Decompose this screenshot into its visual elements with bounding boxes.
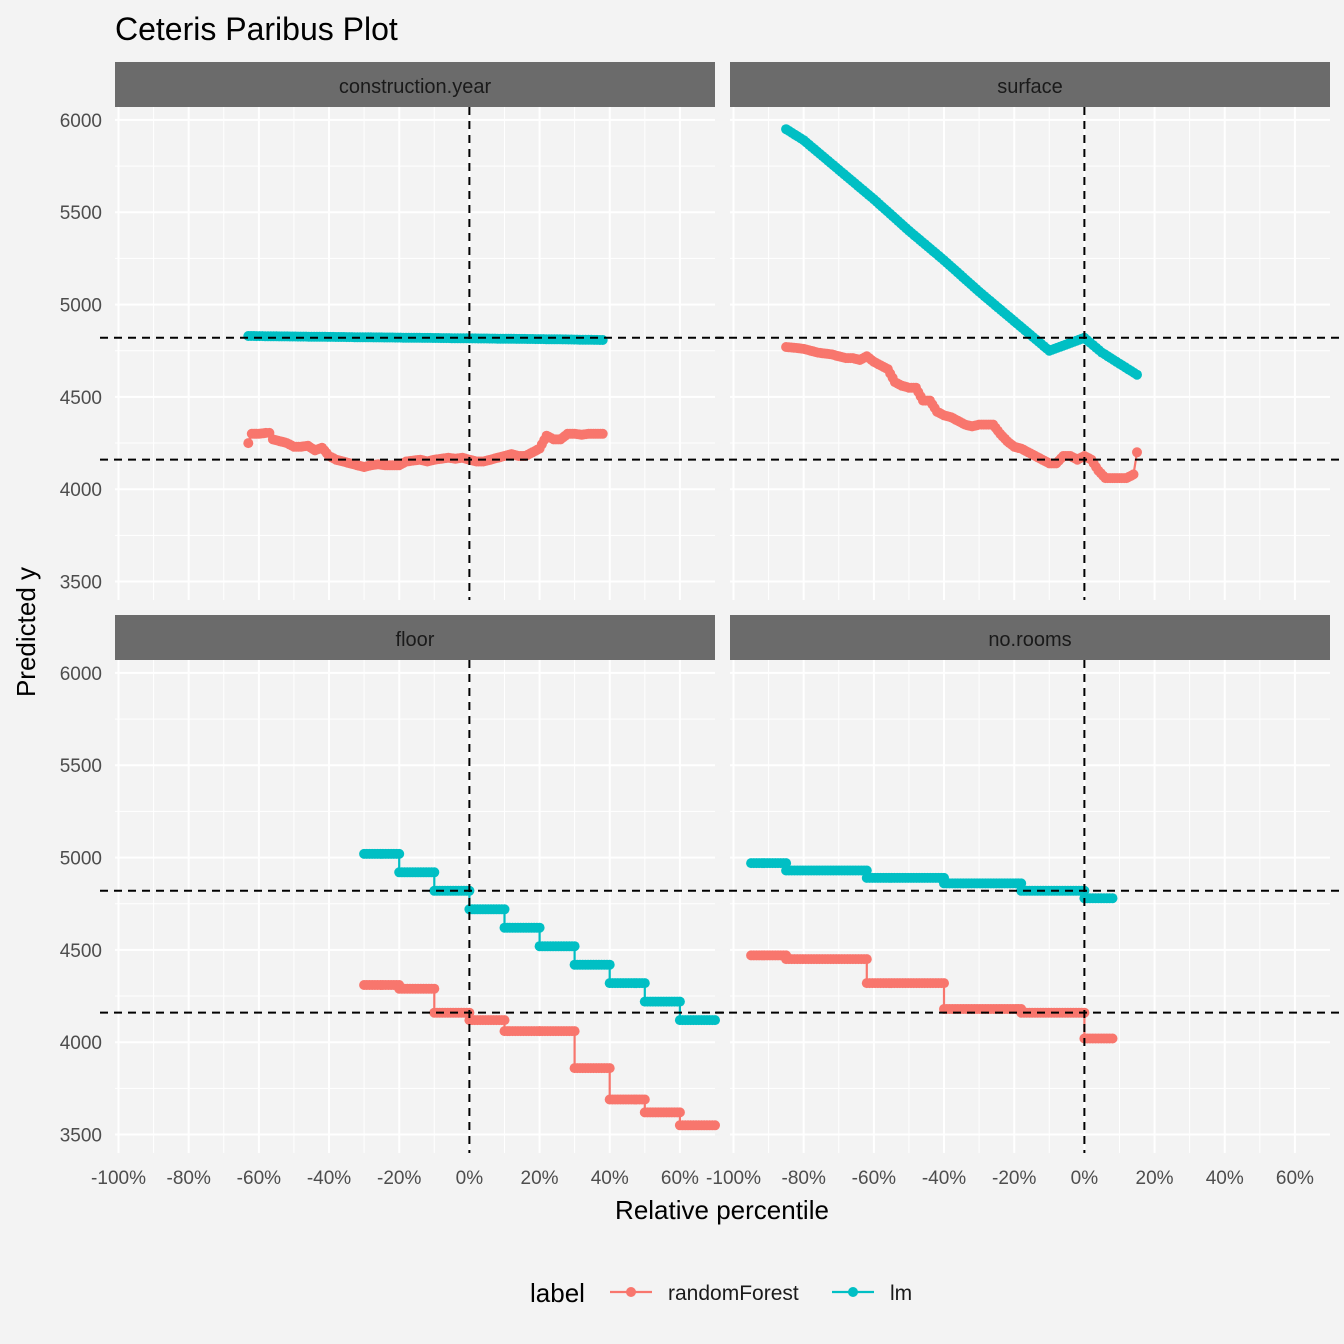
legend-key-point: [848, 1287, 858, 1297]
data-point-lm: [674, 996, 685, 1007]
y-tick-label: 3500: [60, 573, 102, 594]
y-tick-label: 4500: [60, 388, 102, 409]
panel-background: [730, 660, 1330, 1153]
facet-strip: [115, 615, 715, 660]
data-point-randomForest: [674, 1107, 685, 1118]
facet-strip: [730, 62, 1330, 107]
x-tick-label: -20%: [992, 1168, 1036, 1189]
x-tick-label: -80%: [167, 1168, 211, 1189]
panels-layer: construction.year 3500 4000 4500 5000 5500 600…: [60, 62, 1344, 1189]
facet-strip-label: surface: [997, 76, 1063, 98]
x-tick-label: -40%: [307, 1168, 351, 1189]
panel-no-rooms: no.rooms -100% -80% -60% -40% -20% 0% 20% 40% 60%: [706, 615, 1344, 1189]
data-point-lm: [1107, 893, 1118, 904]
facet-strip: [730, 615, 1330, 660]
y-tick-label: 6000: [60, 664, 102, 685]
data-point-randomForest: [1132, 447, 1142, 458]
x-tick-label: 40%: [591, 1168, 629, 1189]
y-tick-label: 5000: [60, 849, 102, 870]
legend: label randomForest lm: [530, 1278, 912, 1308]
chart-title: Ceteris Paribus Plot: [115, 11, 398, 47]
data-point-lm: [499, 904, 510, 915]
legend-entry-lm: lm: [832, 1282, 912, 1305]
legend-entry-randomForest: randomForest: [610, 1282, 799, 1305]
data-point-randomForest: [861, 954, 872, 965]
legend-label: randomForest: [668, 1282, 799, 1305]
panel-background: [115, 660, 715, 1153]
x-tick-label: -60%: [852, 1168, 896, 1189]
data-point-randomForest: [429, 983, 440, 994]
y-tick-label: 5000: [60, 296, 102, 317]
panel-surface: surface: [715, 62, 1344, 600]
y-tick-label: 5500: [60, 756, 102, 777]
data-point-lm: [1132, 369, 1142, 380]
x-tick-label: -80%: [782, 1168, 826, 1189]
data-point-lm: [597, 335, 608, 345]
x-tick-label: 20%: [1136, 1168, 1174, 1189]
x-axis-title: Relative percentile: [615, 1195, 829, 1225]
data-point-randomForest: [939, 978, 949, 989]
facet-strip-label: floor: [396, 629, 435, 651]
data-point-lm: [569, 941, 580, 952]
y-tick-label: 4000: [60, 480, 102, 501]
series-randomForest: [359, 980, 720, 1131]
x-tick-label: -40%: [922, 1168, 966, 1189]
facet-strip: [115, 62, 715, 107]
y-tick-label: 3500: [60, 1126, 102, 1147]
data-point-randomForest: [604, 1063, 615, 1074]
legend-label: lm: [890, 1282, 912, 1305]
x-tick-label: -100%: [91, 1168, 146, 1189]
data-point-randomForest: [597, 428, 608, 439]
y-tick-label: 4500: [60, 941, 102, 962]
y-axis-title: Predicted y: [11, 567, 41, 697]
y-tick-label: 4000: [60, 1033, 102, 1054]
panel-background: [115, 107, 715, 600]
data-point-lm: [429, 867, 440, 878]
x-tick-label: -60%: [237, 1168, 281, 1189]
data-point-randomForest: [1128, 469, 1139, 480]
x-tick-label: 60%: [1276, 1168, 1314, 1189]
series-lm: [781, 124, 1142, 380]
series-randomForest: [781, 342, 1142, 484]
x-tick-label: -20%: [377, 1168, 421, 1189]
y-tick-label: 6000: [60, 111, 102, 132]
data-point-randomForest: [243, 438, 254, 449]
x-tick-label: 20%: [521, 1168, 559, 1189]
x-tick-label: 0%: [1071, 1168, 1099, 1189]
series-lm: [746, 858, 1118, 904]
data-point-randomForest: [1107, 1033, 1118, 1044]
data-point-lm: [604, 959, 615, 970]
y-tick-label: 5500: [60, 203, 102, 224]
x-tick-label: 0%: [456, 1168, 484, 1189]
legend-key-point: [626, 1287, 636, 1297]
data-point-randomForest: [639, 1094, 650, 1105]
x-tick-label: -100%: [706, 1168, 761, 1189]
data-point-lm: [394, 848, 405, 859]
facet-strip-label: construction.year: [339, 76, 492, 98]
data-point-randomForest: [710, 1120, 720, 1131]
panel-floor: floor 3500 4000 4500 5000 5500 6000 -100% -80% -6…: [60, 615, 730, 1189]
series-lm: [359, 848, 720, 1026]
legend-title: label: [530, 1278, 585, 1308]
panel-construction-year: construction.year 3500 4000 4500 5000 5500 600…: [60, 62, 730, 600]
series-lm: [243, 331, 608, 345]
x-tick-label: 60%: [661, 1168, 699, 1189]
data-point-lm: [710, 1015, 720, 1026]
series-randomForest: [746, 950, 1118, 1044]
data-point-randomForest: [569, 1026, 580, 1037]
data-point-lm: [639, 978, 650, 989]
facet-strip-label: no.rooms: [988, 629, 1071, 651]
x-tick-label: 40%: [1206, 1168, 1244, 1189]
data-point-randomForest: [499, 1015, 510, 1026]
data-point-lm: [534, 922, 545, 933]
